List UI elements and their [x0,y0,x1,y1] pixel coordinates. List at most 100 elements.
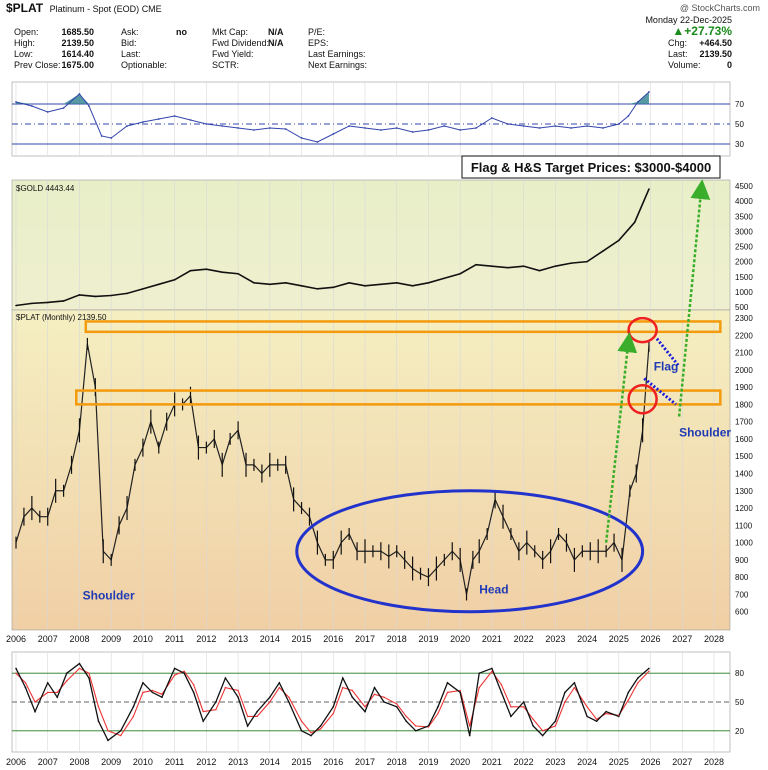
x-tick-label-lower: 2021 [482,757,502,767]
fundamental-values: N/A N/A [268,27,284,49]
rsi-point [62,107,65,109]
x-tick-label-lower: 2018 [387,757,407,767]
x-tick-label-upper: 2021 [482,634,502,644]
stoch-k-point [107,739,109,742]
stat-labels: Chg: Last: Volume: [668,38,701,71]
gold-point [380,283,382,286]
plat-tick-label: 2000 [735,366,753,375]
x-tick-label-lower: 2026 [641,757,661,767]
x-tick-label-upper: 2015 [292,634,312,644]
gold-point [237,272,239,275]
stoch-d-point [491,670,493,672]
stoch-d-point [595,718,598,720]
stoch-d-point [586,706,588,708]
stoch-d-point [278,686,281,689]
x-tick-label-upper: 2018 [387,634,407,644]
green-target-arrow-left [604,332,638,543]
stoch-d-point [310,732,312,734]
stoch-k-point [246,725,249,727]
plat-tick-label: 2200 [735,331,753,340]
stoch-k-point [202,720,204,722]
stoch-d-point [215,708,217,711]
stoch-d-point [56,691,58,694]
volume-label: Volume: [668,60,701,70]
gold-point [300,285,303,287]
stoch-d-point [342,686,344,689]
stoch-k-point [586,715,588,718]
stoch-d-point [24,682,27,684]
gold-panel-bg [11,179,731,311]
gold-point [475,263,477,266]
head-label: Head [479,583,508,597]
symbol-label: $PLAT [6,1,44,15]
stoch-k-point [119,730,122,732]
high-label: High: [14,38,36,48]
rsi-point [15,101,17,103]
stoch-k-point [224,677,227,679]
rsi-point [100,135,103,137]
flag-label: Flag [654,360,679,374]
stoch-d-point [120,734,122,737]
quote-labels: Ask: Bid: Last: Optionable: [121,27,167,71]
x-tick-label-lower: 2024 [577,757,597,767]
stoch-d-point [300,720,303,722]
x-tick-label-lower: 2023 [545,757,565,767]
stoch-d-point [573,686,576,689]
gold-point [411,285,414,287]
stoch-d-point [288,696,290,698]
x-tick-label-upper: 2017 [355,634,375,644]
stoch-k-point [288,701,290,703]
gold-point [348,282,350,284]
gold-point [269,283,271,286]
price-panel-bg [11,309,731,631]
x-tick-label-upper: 2028 [704,634,724,644]
pe-label: P/E: [308,27,326,37]
quote-date: Monday 22-Dec-2025 [645,15,732,25]
prev-close-label: Prev Close: [14,60,61,70]
axes-labels: 70 50 30 4500 4000 3500 3000 2500 2000 1500 1000 50… [16,100,753,736]
x-tick-label-upper: 2025 [609,634,629,644]
stoch-d-point [437,712,439,715]
rsi-panel-bg [11,81,731,157]
stoch-k-point [491,667,493,670]
ohlc-labels: Open: High: Low: Prev Close: [14,27,61,71]
stoch-k-point [46,682,49,684]
stoch-d-point [637,682,639,684]
rsi-point [364,127,366,129]
stoch-k-point [15,667,17,670]
stoch-d-point [47,691,49,694]
stoch-k-point [300,730,303,732]
plat-tick-label: 900 [735,556,749,565]
rsi-point [332,133,335,135]
x-tick-label-lower: 2013 [228,757,248,767]
stoch-k-point [573,682,576,684]
stoch-k-point [142,682,144,684]
rsi-point [142,121,144,123]
stoch-d-point [383,696,385,698]
stoch-k-point [383,701,385,703]
stoch-k-point [554,720,557,722]
last-price-value: 2139.50 [699,49,732,59]
mkt-cap-label: Mkt Cap: [212,27,249,37]
last-price-label: Last: [668,49,688,59]
stoch-d-point [478,686,480,689]
gold-point [62,300,65,302]
stoch-d-point [427,726,430,728]
stoch-d-point [554,725,557,727]
plat-tick-label: 2100 [735,349,753,358]
rsi-point [46,111,49,113]
rsi-point [443,125,446,127]
x-tick-label-upper: 2011 [165,634,184,644]
stoch-k-point [405,720,408,722]
stoch-d-point [256,715,258,718]
stoch-k-point [627,691,630,694]
x-tick-label-lower: 2025 [609,757,629,767]
stoch-d-point [151,689,154,692]
eps-label: EPS: [308,38,329,48]
stoch-k-point [395,706,398,708]
rsi-point [491,117,493,119]
x-tick-label-lower: 2027 [672,757,692,767]
stoch-d-point [34,701,36,703]
rsi-point [284,128,287,130]
stoch-d-point [237,689,239,692]
